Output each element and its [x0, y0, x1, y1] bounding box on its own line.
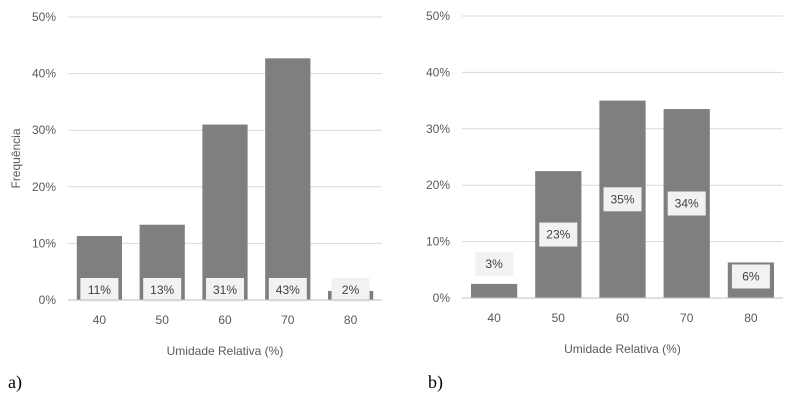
bar: [265, 58, 311, 301]
x-tick-label: 50: [552, 311, 566, 325]
panel-label-a: a): [8, 372, 22, 393]
y-tick-label: 0%: [433, 291, 451, 305]
x-tick-label: 50: [156, 313, 170, 327]
x-tick-label: 70: [281, 313, 295, 327]
data-label-box: [268, 278, 307, 302]
panel-label-b: b): [428, 372, 443, 393]
data-label-box: [80, 278, 119, 302]
data-label: 34%: [675, 197, 699, 211]
y-tick-label: 30%: [32, 123, 56, 137]
y-tick-label: 40%: [426, 65, 450, 79]
data-label-box: [143, 278, 182, 302]
y-tick-label: 10%: [426, 235, 450, 249]
y-tick-label: 10%: [32, 236, 56, 250]
data-label-box: [475, 251, 514, 276]
data-label: 23%: [546, 228, 570, 242]
data-label: 31%: [213, 283, 237, 297]
y-tick-label: 30%: [426, 122, 450, 136]
y-tick-label: 50%: [426, 9, 450, 23]
bar: [470, 283, 518, 298]
chart-b: 0% 10% 20% 30% 40% 50% 40 3% 50 23% 60 35% 70 34% 80 6%…: [426, 9, 783, 356]
x-tick-label: 70: [680, 311, 694, 325]
y-tick-label: 50%: [32, 10, 56, 24]
x-tick-label: 40: [93, 313, 107, 327]
x-tick-label: 60: [218, 313, 232, 327]
data-label-box: [667, 191, 706, 216]
data-label: 35%: [610, 192, 634, 206]
data-label: 11%: [88, 283, 111, 297]
y-axis-label: Frequência: [9, 128, 23, 188]
data-label-box: [206, 278, 244, 302]
y-tick-label: 0%: [39, 293, 57, 307]
bar: [202, 124, 248, 300]
x-tick-label: 80: [344, 313, 358, 327]
data-label-box: [731, 264, 770, 289]
data-label: 2%: [342, 283, 360, 297]
y-tick-label: 40%: [32, 67, 56, 81]
x-axis-label: Umidade Relativa (%): [167, 344, 284, 358]
data-label-box: [331, 278, 370, 302]
data-label: 43%: [276, 283, 300, 297]
x-axis-label: Umidade Relativa (%): [564, 342, 681, 356]
x-tick-label: 80: [744, 311, 758, 325]
data-label: 6%: [742, 269, 760, 283]
chart-a: 0% 10% 20% 30% 40% 50% 40 11% 50 13% 60 31% 70 43% 80 2…: [9, 10, 382, 358]
data-label: 3%: [485, 257, 503, 271]
x-tick-label: 40: [487, 311, 501, 325]
data-label-box: [539, 222, 578, 247]
data-label-box: [603, 187, 642, 212]
data-label: 13%: [150, 283, 174, 297]
y-tick-label: 20%: [426, 178, 450, 192]
y-tick-label: 20%: [32, 180, 56, 194]
x-tick-label: 60: [616, 311, 630, 325]
